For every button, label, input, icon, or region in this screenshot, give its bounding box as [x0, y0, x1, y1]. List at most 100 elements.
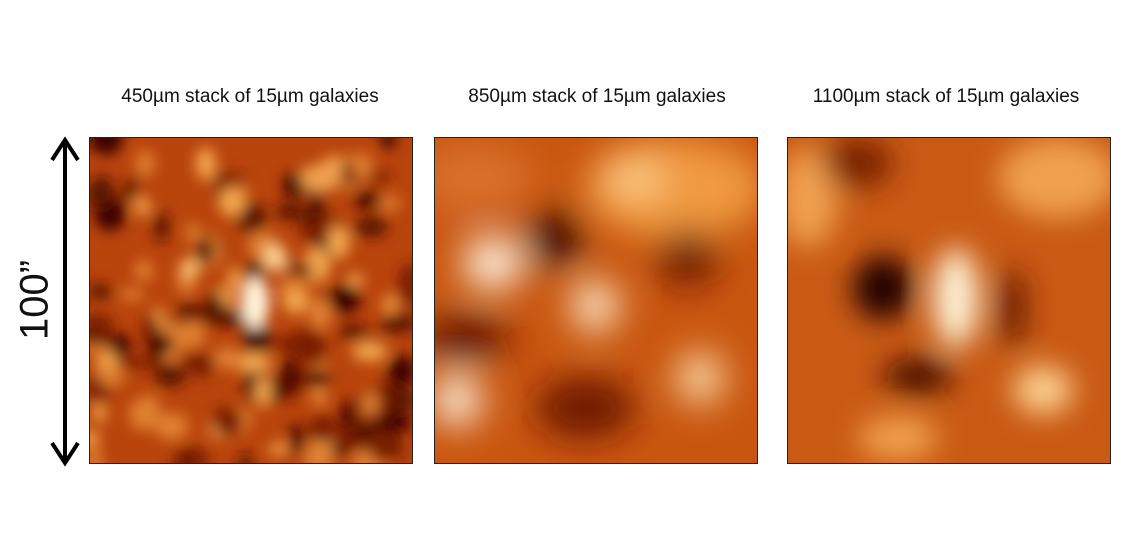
noise-blob [380, 138, 396, 150]
noise-blob [215, 174, 248, 187]
blob [934, 248, 978, 348]
noise-blob [351, 341, 388, 362]
arrow-head [50, 441, 80, 467]
noise-blob [387, 387, 412, 413]
noise-blob [361, 391, 379, 417]
noise-blob [134, 196, 150, 217]
noise-blob [90, 430, 100, 448]
noise-blob [380, 316, 408, 334]
noise-blob [218, 190, 246, 217]
blob [535, 378, 635, 438]
noise-blob [352, 220, 372, 236]
blob [435, 374, 481, 426]
bright-blob [180, 258, 200, 278]
noise-blob [388, 355, 412, 387]
noise-blob [185, 222, 200, 244]
heatmap [435, 138, 757, 463]
noise-blob [237, 202, 267, 234]
blobs [788, 138, 1110, 460]
noise-blob [367, 170, 392, 183]
arrow-head [50, 136, 80, 162]
noise-blob [91, 404, 107, 422]
noise-blob [90, 449, 103, 463]
blob [998, 138, 1110, 218]
noise-blob [90, 179, 116, 210]
noise-blob [390, 443, 405, 458]
heatmap-panel [434, 137, 758, 464]
noise-blob [196, 237, 214, 265]
blob [657, 230, 717, 286]
noise-blob [313, 389, 326, 404]
noise-blob [352, 152, 372, 180]
noise-blob [353, 192, 383, 209]
blob [435, 318, 510, 358]
blob [463, 237, 523, 289]
noise-blob [338, 323, 369, 339]
noise-blob [147, 332, 174, 356]
noise-blob [301, 327, 317, 362]
noise-blob [268, 442, 289, 456]
noise-blob [228, 266, 242, 293]
noise-blob [309, 414, 338, 444]
blob [571, 280, 619, 332]
heatmap [90, 138, 412, 463]
blob [823, 138, 893, 188]
noise-blob [179, 320, 206, 348]
noise-blob [236, 352, 271, 375]
bright-blob [300, 164, 340, 192]
noise-blob [275, 334, 307, 353]
noise-blob [275, 202, 302, 221]
noise-blob [282, 357, 299, 391]
noise-blob [286, 263, 314, 277]
noise-blob [90, 283, 113, 300]
blob [435, 143, 535, 213]
noise-blob [155, 412, 189, 441]
blob [1013, 366, 1073, 414]
noise-blob [108, 333, 131, 357]
blobs [90, 138, 412, 463]
noise-blob [115, 356, 150, 370]
noise-blob [119, 288, 144, 301]
noise-blob [124, 176, 138, 201]
noise-blob [195, 147, 217, 181]
noise-blob [134, 260, 154, 282]
noise-blob [328, 225, 350, 259]
noise-blob [299, 221, 329, 242]
blob [788, 148, 838, 248]
noise-blob [327, 284, 361, 314]
noise-blob [139, 394, 160, 430]
heatmap-panel [89, 137, 413, 464]
noise-blob [242, 324, 272, 354]
blob [605, 156, 665, 200]
noise-blob [296, 207, 330, 225]
noise-blob [135, 149, 155, 178]
blob [883, 358, 953, 394]
blob [999, 268, 1027, 348]
blob [527, 210, 583, 266]
noise-blob [177, 456, 191, 463]
noise-blob [221, 311, 250, 326]
noise-blob [90, 138, 123, 155]
noise-blob [332, 441, 346, 459]
noise-blob [238, 452, 253, 463]
blob [853, 256, 913, 320]
panel-title: 450µm stack of 15µm galaxies [121, 86, 379, 107]
heatmap-panel [787, 137, 1111, 464]
noise-blob [377, 413, 412, 432]
noise-blob [190, 354, 213, 378]
noise-blob [369, 431, 393, 463]
scale-arrow [50, 136, 80, 467]
bright-blob [241, 277, 269, 329]
noise-blob [290, 422, 303, 457]
bright-blob [263, 244, 287, 272]
panel-title: 850µm stack of 15µm galaxies [468, 86, 726, 107]
noise-blob [302, 444, 335, 463]
blob [858, 416, 938, 460]
noise-blob [154, 211, 170, 243]
noise-blob [341, 400, 355, 418]
noise-blob [212, 406, 244, 437]
noise-blob [346, 273, 364, 287]
noise-blob [97, 364, 125, 387]
noise-blob [153, 365, 188, 387]
